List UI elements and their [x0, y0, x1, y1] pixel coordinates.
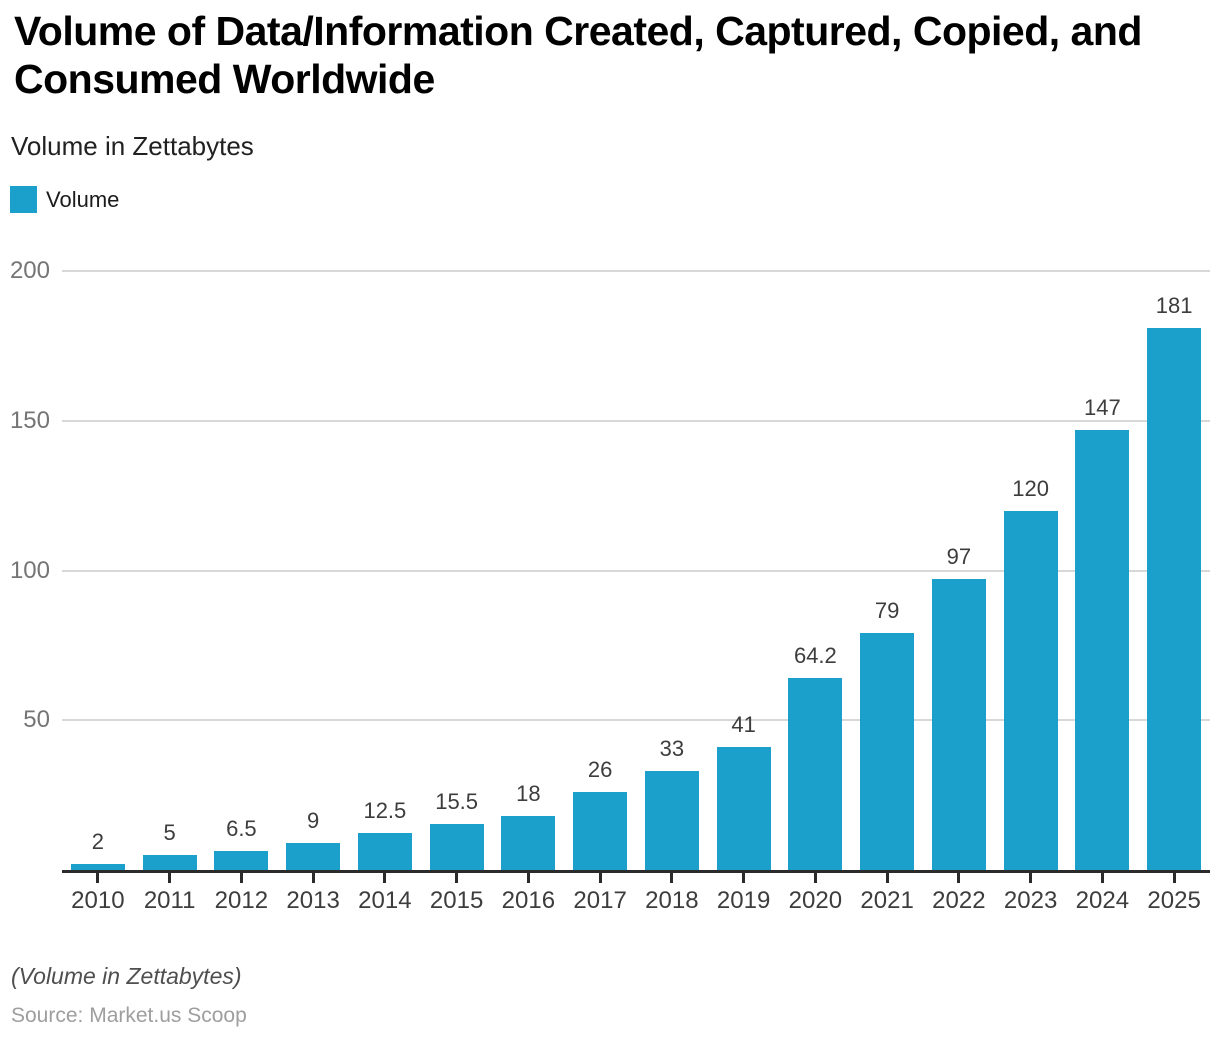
bar-value-label: 26: [587, 757, 613, 783]
bar: [286, 843, 341, 870]
x-axis-tick: [742, 870, 746, 883]
chart-title: Volume of Data/Information Created, Capt…: [14, 8, 1142, 102]
x-axis-tick: [670, 870, 674, 883]
bar: [1075, 429, 1130, 870]
bar: [716, 747, 771, 870]
x-axis-tick-label: 2016: [501, 887, 556, 914]
x-axis-tick-label: 2022: [932, 887, 986, 914]
chart-subtitle: Volume in Zettabytes: [11, 131, 254, 161]
source-attribution: Source: Market.us Scoop: [11, 1004, 247, 1027]
bar: [1147, 327, 1202, 870]
legend: Volume: [10, 186, 119, 213]
x-axis-line: [62, 870, 1210, 873]
bar: [1003, 510, 1058, 870]
bar: [429, 823, 484, 870]
x-axis-tick: [1029, 870, 1033, 883]
y-gridline: [62, 719, 1210, 722]
x-axis-tick-label: 2020: [788, 887, 843, 914]
bar-value-label: 2: [91, 829, 104, 854]
x-axis-tick-label: 2017: [573, 887, 627, 914]
x-axis-tick: [168, 870, 172, 883]
x-axis-tick: [239, 870, 243, 883]
bar-value-label: 15.5: [435, 788, 479, 814]
y-axis-tick-label: 50: [23, 706, 50, 734]
legend-swatch-icon: [10, 186, 37, 213]
x-axis-tick-label: 2012: [214, 887, 269, 914]
x-axis-tick-label: 2024: [1075, 887, 1130, 914]
x-axis-tick-label: 2014: [358, 887, 412, 914]
bar: [501, 816, 556, 870]
y-axis-tick-label: 200: [9, 257, 50, 284]
x-axis-tick: [526, 870, 530, 883]
x-axis-tick: [311, 870, 315, 883]
bar-value-label: 41: [731, 712, 756, 738]
bar-value-label: 79: [874, 598, 900, 624]
bar-value-label: 33: [659, 736, 685, 762]
y-gridline: [62, 270, 1210, 272]
y-axis-tick-label: 150: [9, 406, 50, 434]
bar-value-label: 97: [946, 544, 972, 570]
bar: [788, 677, 843, 870]
x-axis-tick: [1100, 870, 1104, 883]
bar: [214, 850, 269, 870]
x-axis-tick-label: 2021: [860, 887, 914, 914]
bar: [357, 832, 412, 870]
bar-value-label: 12.5: [363, 797, 407, 823]
bar-value-label: 120: [1012, 475, 1049, 501]
footnote: (Volume in Zettabytes): [11, 963, 242, 989]
x-axis-tick: [455, 870, 459, 883]
y-axis-tick-label: 100: [9, 556, 50, 584]
bar: [931, 579, 986, 870]
bar-value-label: 147: [1084, 394, 1121, 420]
x-axis-tick: [96, 870, 100, 883]
bar: [70, 864, 125, 870]
legend-item-label: Volume: [46, 186, 120, 212]
bar: [142, 855, 197, 870]
x-axis-tick-label: 2025: [1147, 887, 1201, 914]
x-axis-tick: [813, 870, 817, 883]
x-axis-tick-label: 2018: [645, 887, 699, 914]
x-axis-tick-label: 2015: [429, 887, 484, 914]
x-axis-tick: [885, 870, 889, 883]
y-gridline: [62, 419, 1210, 422]
x-axis-tick: [957, 870, 961, 883]
x-axis-tick-label: 2023: [1003, 887, 1058, 914]
x-axis-tick: [598, 870, 602, 883]
x-axis-tick: [1172, 870, 1176, 883]
bar-value-label: 64.2: [793, 642, 837, 668]
y-gridline: [62, 569, 1210, 572]
x-axis-tick-label: 2019: [716, 887, 771, 914]
bar-value-label: 6.5: [226, 815, 257, 841]
bar-value-label: 181: [1155, 292, 1193, 318]
bar-value-label: 5: [163, 820, 176, 846]
bar: [573, 792, 628, 870]
bar-value-label: 9: [307, 808, 320, 834]
bar: [644, 771, 699, 870]
x-axis-tick-label: 2010: [71, 887, 125, 914]
x-axis-tick-label: 2011: [143, 887, 196, 914]
bar-value-label: 18: [516, 781, 541, 807]
x-axis-tick-label: 2013: [286, 887, 340, 914]
x-axis-tick: [383, 870, 387, 883]
bar: [860, 633, 915, 870]
